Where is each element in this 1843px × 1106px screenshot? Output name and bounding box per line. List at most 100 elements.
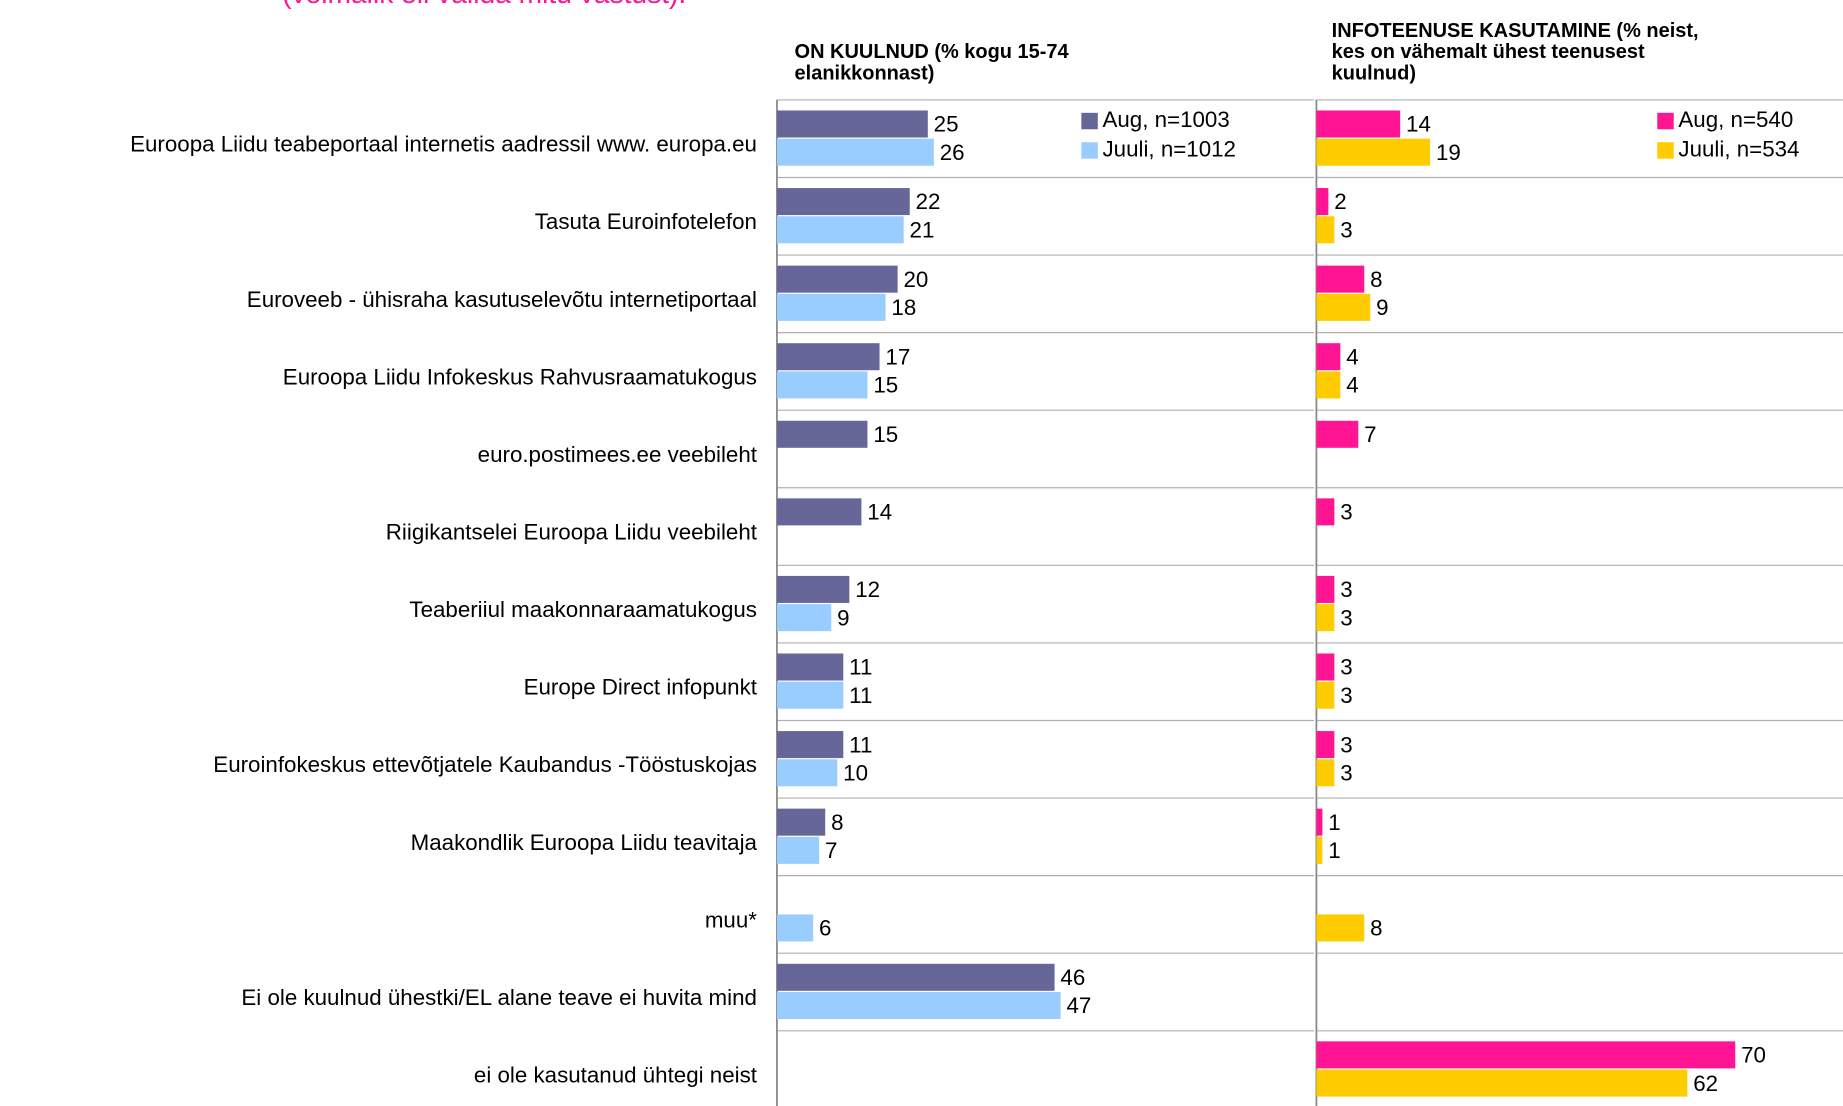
- bar: [1316, 216, 1335, 244]
- panel-title: elanikkonnast): [795, 62, 935, 84]
- bar: [1316, 110, 1401, 138]
- category-label: euro.postimees.ee veebileht: [478, 442, 758, 467]
- data-label: 15: [873, 422, 898, 447]
- legend-label: Juuli, n=534: [1678, 136, 1799, 161]
- data-label: 17: [885, 344, 910, 369]
- data-label: 7: [1364, 422, 1376, 447]
- bar: [1316, 371, 1341, 399]
- data-label: 18: [891, 295, 916, 320]
- bar: [1316, 1069, 1688, 1097]
- category-label: Riigikantselei Euroopa Liidu veebileht: [386, 520, 758, 545]
- bar: [776, 420, 868, 448]
- data-label: 7: [825, 838, 837, 863]
- category-label: Euroinfokeskus ettevõtjatele Kaubandus -…: [213, 752, 757, 777]
- data-label: 26: [940, 140, 965, 165]
- legend-swatch: [1657, 142, 1674, 159]
- bar: [776, 188, 910, 216]
- data-label: 6: [819, 916, 831, 941]
- bar: [1316, 836, 1323, 864]
- panel-title: ON KUULNUD (% kogu 15-74: [795, 41, 1069, 63]
- bar: [776, 216, 904, 244]
- bar: [776, 963, 1055, 991]
- panel-title: INFOTEENUSE KASUTAMINE (% neist,: [1332, 20, 1699, 42]
- bar: [1316, 808, 1323, 836]
- panel-title: kes on vähemalt ühest teenusest: [1332, 41, 1645, 63]
- data-label: 9: [1376, 295, 1388, 320]
- data-label: 21: [910, 217, 935, 242]
- bar: [1316, 293, 1371, 321]
- bar: [776, 653, 844, 681]
- bar: [776, 681, 844, 709]
- bar: [1316, 498, 1335, 526]
- category-label: Euroveeb - ühisraha kasutuselevõtu inter…: [247, 287, 757, 312]
- category-label: Ei ole kuulnud ühestki/EL alane teave ei…: [241, 985, 757, 1010]
- data-label: 12: [855, 577, 880, 602]
- bar: [776, 498, 862, 526]
- data-label: 20: [904, 267, 929, 292]
- bar: [776, 808, 826, 836]
- bar: [1316, 265, 1365, 293]
- data-label: 22: [916, 189, 941, 214]
- bar: [776, 343, 880, 371]
- bar: [1316, 914, 1365, 942]
- category-label: Europe Direct infopunkt: [524, 675, 758, 700]
- bar: [776, 731, 844, 759]
- data-label: 8: [1370, 916, 1382, 941]
- data-label: 8: [1370, 267, 1382, 292]
- data-label: 4: [1346, 344, 1358, 369]
- data-label: 1: [1328, 810, 1340, 835]
- bar: [1316, 653, 1335, 681]
- data-label: 3: [1340, 500, 1352, 525]
- data-label: 1: [1328, 838, 1340, 863]
- bar: [1316, 343, 1341, 371]
- data-label: 11: [849, 732, 872, 757]
- bar: [776, 604, 832, 632]
- bar: [776, 293, 886, 321]
- bar: [776, 138, 934, 166]
- bar: [776, 914, 814, 942]
- legend-label: Juuli, n=1012: [1103, 136, 1236, 161]
- legend-label: Aug, n=540: [1678, 107, 1793, 132]
- bar: [776, 265, 898, 293]
- data-label: 8: [831, 810, 843, 835]
- bar: [776, 110, 928, 138]
- bar: [1316, 188, 1329, 216]
- data-label: 19: [1436, 140, 1461, 165]
- legend-swatch: [1081, 112, 1098, 130]
- bar: [776, 759, 838, 787]
- data-label: 14: [1406, 112, 1431, 137]
- category-label: Tasuta Euroinfotelefon: [535, 209, 757, 234]
- bar: [1316, 759, 1335, 787]
- category-label: Euroopa Liidu Infokeskus Rahvusraamatuko…: [283, 364, 757, 389]
- data-label: 15: [873, 373, 898, 398]
- bar: [1316, 604, 1335, 632]
- panel-title: kuulnud): [1332, 62, 1416, 84]
- data-label: 9: [837, 605, 849, 630]
- data-label: 25: [934, 112, 959, 137]
- bar: [1316, 731, 1335, 759]
- data-label: 3: [1340, 577, 1352, 602]
- legend-swatch: [1657, 112, 1674, 130]
- bar: [776, 991, 1061, 1020]
- data-label: 47: [1066, 993, 1091, 1018]
- bar: [1316, 575, 1335, 603]
- data-label: 4: [1346, 373, 1358, 398]
- data-label: 3: [1340, 760, 1352, 785]
- category-label: Teaberiiul maakonnaraamatukogus: [409, 597, 757, 622]
- data-label: 10: [843, 760, 868, 785]
- legend-swatch: [1081, 142, 1098, 159]
- bar: [1316, 138, 1431, 166]
- subtitle: (võimalik oli valida mitu vastust).: [282, 0, 686, 9]
- bar: [1316, 1041, 1736, 1069]
- category-label: Euroopa Liidu teabeportaal internetis aa…: [130, 132, 757, 157]
- data-label: 3: [1340, 655, 1352, 680]
- category-label: muu*: [705, 907, 757, 932]
- data-label: 14: [867, 500, 892, 525]
- data-label: 3: [1340, 605, 1352, 630]
- data-label: 70: [1741, 1043, 1766, 1068]
- data-label: 3: [1340, 683, 1352, 708]
- data-label: 3: [1340, 217, 1352, 242]
- bar: [776, 575, 850, 603]
- category-label: ei ole kasutanud ühtegi neist: [474, 1063, 758, 1088]
- data-label: 62: [1693, 1071, 1718, 1096]
